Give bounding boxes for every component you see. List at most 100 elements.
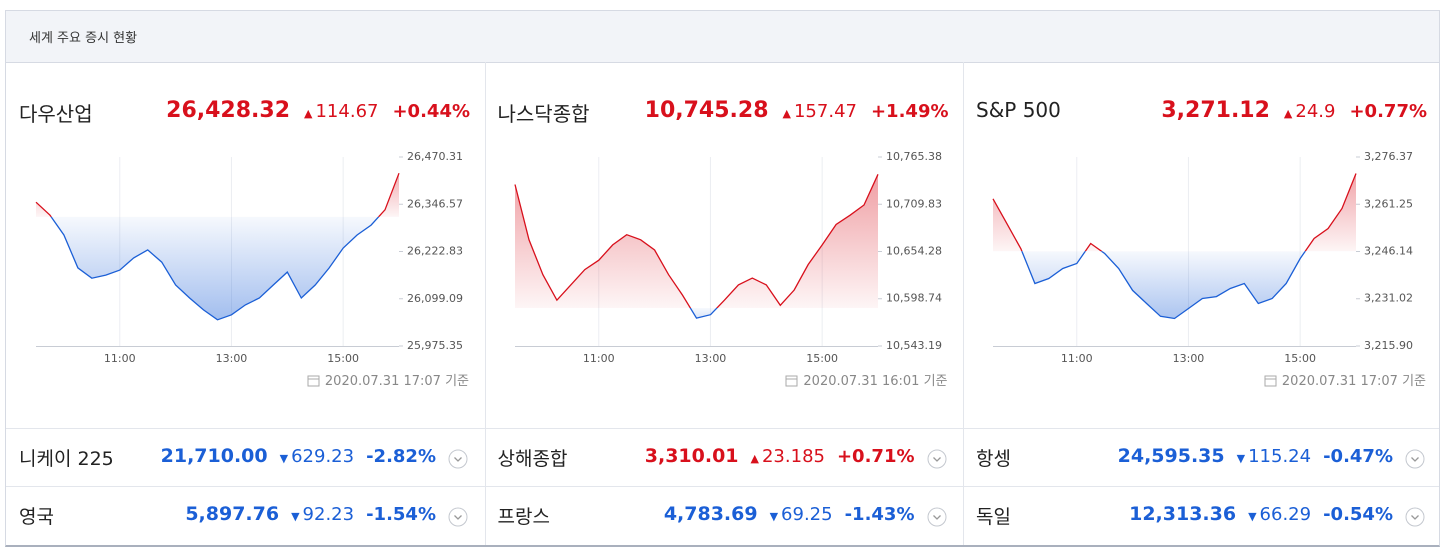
index-row: 프랑스 4,783.69 ▼ 69.25 -1.43% <box>485 487 963 545</box>
quote: 10,745.28 ▲ 157.47 +1.49% <box>645 98 949 123</box>
calendar-icon <box>785 375 798 387</box>
y-tick-label: 10,598.74 <box>886 292 942 305</box>
change-value: 115.24 <box>1248 446 1312 467</box>
price: 10,745.28 <box>644 98 769 123</box>
updated-text: 2020.07.31 17:07 기준 <box>1281 374 1426 389</box>
index-board: 다우산업 26,428.32 ▲ 114.67 +0.44% 11:00 13:00 15:0… <box>5 62 1440 547</box>
area-down <box>689 308 717 319</box>
y-tick-label: 26,346.57 <box>407 197 463 210</box>
trend-icon: ▼ <box>279 452 289 465</box>
updated-text: 2020.07.31 17:07 기준 <box>324 374 469 389</box>
y-tick-label: 26,099.09 <box>407 292 463 305</box>
index-row: 니케이 225 21,710.00 ▼ 629.23 -2.82% <box>6 429 484 487</box>
icon-shape <box>1264 375 1277 387</box>
change-rate: -2.82% <box>366 446 436 467</box>
expand-button[interactable] <box>1405 507 1425 527</box>
y-tick-label: 10,654.28 <box>886 245 942 258</box>
area-down <box>36 216 399 320</box>
intraday-chart: 11:00 13:00 15:00 3,276.37 3,261.25 3,246.14 3… <box>992 150 1413 365</box>
quote: 3,310.01 ▲ 23.185 +0.71% <box>645 445 915 467</box>
y-tick-label: 3,231.02 <box>1364 292 1413 305</box>
y-tick-label: 10,543.19 <box>886 339 942 352</box>
change-rate: +1.49% <box>870 101 949 122</box>
change: ▼ 115.24 <box>1237 446 1311 467</box>
expand-button[interactable] <box>927 449 947 469</box>
line-up <box>513 174 879 309</box>
change: ▲ 157.47 <box>783 101 857 122</box>
area-down <box>1021 251 1306 319</box>
area-up <box>514 174 878 309</box>
row-divider <box>6 486 1439 487</box>
line-down <box>689 308 718 319</box>
index-name: 다우산업 <box>19 102 93 126</box>
price: 4,783.69 <box>663 503 758 525</box>
quote: 21,710.00 ▼ 629.23 -2.82% <box>161 445 436 467</box>
change: ▲ 23.185 <box>751 446 825 467</box>
price: 3,271.12 <box>1161 98 1270 123</box>
change-value: 66.29 <box>1259 504 1312 525</box>
button-circle <box>1405 449 1425 469</box>
quote: 24,595.35 ▼ 115.24 -0.47% <box>1118 445 1393 467</box>
trend-icon: ▼ <box>1248 510 1257 523</box>
trend-icon: ▲ <box>782 107 791 120</box>
index-row: 상해종합 3,310.01 ▲ 23.185 +0.71% <box>485 429 963 487</box>
calendar-icon <box>1264 375 1277 387</box>
button-circle <box>448 449 468 469</box>
x-tick-label: 15:00 <box>806 352 838 365</box>
expand-button[interactable] <box>448 449 468 469</box>
updated-time: 2020.07.31 17:07 기준 <box>307 370 469 389</box>
index-name: 항셍 <box>976 448 1011 470</box>
price: 5,897.76 <box>185 503 280 525</box>
trend-icon: ▼ <box>769 510 779 523</box>
change-rate: -0.47% <box>1323 446 1393 467</box>
column-divider <box>484 62 486 545</box>
icon-shape <box>307 375 320 387</box>
expand-button[interactable] <box>927 507 947 527</box>
y-tick-label: 25,975.35 <box>407 339 463 352</box>
x-tick-label: 13:00 <box>216 352 248 365</box>
quote: 3,271.12 ▲ 24.9 +0.77% <box>1161 98 1427 123</box>
intraday-chart: 11:00 13:00 15:00 10,765.38 10,709.83 10,654.… <box>513 150 942 365</box>
button-circle <box>448 507 468 527</box>
x-tick-label: 15:00 <box>1284 352 1316 365</box>
x-tick-label: 11:00 <box>104 352 136 365</box>
area-up <box>993 173 1356 252</box>
change-rate: -0.54% <box>1323 504 1393 525</box>
index-panel: 다우산업 26,428.32 ▲ 114.67 +0.44% 11:00 13:00 15:0… <box>6 62 484 428</box>
calendar-icon <box>307 375 320 387</box>
index-name: 니케이 225 <box>19 448 114 470</box>
price: 3,310.01 <box>644 445 739 467</box>
change: ▼ 69.25 <box>770 504 833 525</box>
index-panel: 나스닥종합 10,745.28 ▲ 157.47 +1.49% 11:00 13:00 15:… <box>485 62 963 428</box>
change: ▼ 92.23 <box>291 504 354 525</box>
trend-icon: ▼ <box>1236 452 1246 465</box>
change-rate: +0.71% <box>836 446 915 467</box>
quote: 12,313.36 ▼ 66.29 -0.54% <box>1129 503 1393 525</box>
index-row: 항셍 24,595.35 ▼ 115.24 -0.47% <box>963 429 1441 487</box>
column-divider <box>963 62 964 545</box>
trend-icon: ▲ <box>1283 107 1293 120</box>
y-tick-label: 10,765.38 <box>886 150 942 163</box>
change-rate: -1.54% <box>366 504 436 525</box>
button-circle <box>927 507 946 527</box>
chevron <box>932 457 941 462</box>
header-title: 세계 주요 증시 현황 <box>29 31 138 46</box>
chevron <box>932 515 941 520</box>
icon-shape <box>785 375 798 387</box>
updated-time: 2020.07.31 17:07 기준 <box>1264 370 1426 389</box>
expand-button[interactable] <box>1405 449 1425 469</box>
expand-button[interactable] <box>448 507 468 527</box>
chevron <box>1411 457 1419 462</box>
index-name: 프랑스 <box>497 506 550 528</box>
header: 세계 주요 증시 현황 <box>5 10 1440 63</box>
change-value: 92.23 <box>302 504 355 525</box>
intraday-chart: 11:00 13:00 15:00 26,470.31 26,346.57 26,222.… <box>35 150 463 365</box>
button-circle <box>1405 507 1425 527</box>
change: ▼ 629.23 <box>280 446 354 467</box>
price: 12,313.36 <box>1129 503 1237 525</box>
quote: 26,428.32 ▲ 114.67 +0.44% <box>166 98 470 123</box>
trend-icon: ▲ <box>304 107 313 120</box>
index-name: 나스닥종합 <box>497 102 590 126</box>
updated-text: 2020.07.31 16:01 기준 <box>803 374 948 389</box>
